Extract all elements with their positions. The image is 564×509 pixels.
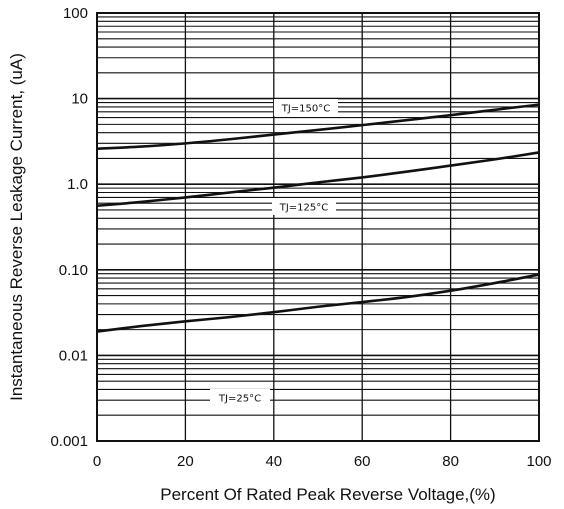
x-tick-label: 20 bbox=[177, 453, 194, 470]
annotation-box bbox=[210, 389, 270, 406]
y-tick-label: 10 bbox=[71, 91, 88, 108]
x-tick-labels: 0 20 40 60 80 100 bbox=[93, 453, 552, 470]
series-line-2 bbox=[96, 151, 540, 208]
chart-grid bbox=[96, 12, 540, 442]
annotation-label-2: TJ=125°C bbox=[279, 203, 329, 214]
annotation-box bbox=[272, 198, 336, 215]
x-axis-label: Percent Of Rated Peak Reverse Voltage,(%… bbox=[160, 485, 495, 504]
annotation-label-1: TJ=150°C bbox=[281, 104, 331, 115]
y-tick-label: 0.001 bbox=[50, 433, 88, 450]
annotation-label-3: TJ=25°C bbox=[218, 394, 261, 405]
y-tick-label: 0.01 bbox=[59, 347, 88, 364]
y-tick-labels: 0.001 0.01 0.10 1.0 10 100 bbox=[50, 5, 88, 450]
x-tick-label: 60 bbox=[354, 453, 371, 470]
x-tick-label: 100 bbox=[526, 453, 551, 470]
annotation-1: TJ=150°C bbox=[274, 99, 338, 116]
annotation-3: TJ=25°C bbox=[210, 389, 270, 406]
y-tick-label: 100 bbox=[63, 5, 88, 22]
x-tick-label: 0 bbox=[93, 453, 101, 470]
x-tick-label: 40 bbox=[265, 453, 282, 470]
annotation-2: TJ=125°C bbox=[272, 198, 336, 215]
series-line-1 bbox=[96, 103, 540, 150]
chart-annotations: TJ=150°C TJ=125°C TJ=25°C bbox=[210, 99, 338, 406]
x-tick-label: 80 bbox=[442, 453, 459, 470]
y-tick-label: 1.0 bbox=[67, 176, 88, 193]
annotation-box bbox=[274, 99, 338, 116]
y-axis-label: Instantaneous Reverse Leakage Current, (… bbox=[7, 53, 26, 401]
plot-frame bbox=[96, 12, 540, 442]
series-line-3 bbox=[96, 273, 540, 333]
y-tick-label: 0.10 bbox=[59, 262, 88, 279]
chart-curves bbox=[96, 103, 540, 333]
